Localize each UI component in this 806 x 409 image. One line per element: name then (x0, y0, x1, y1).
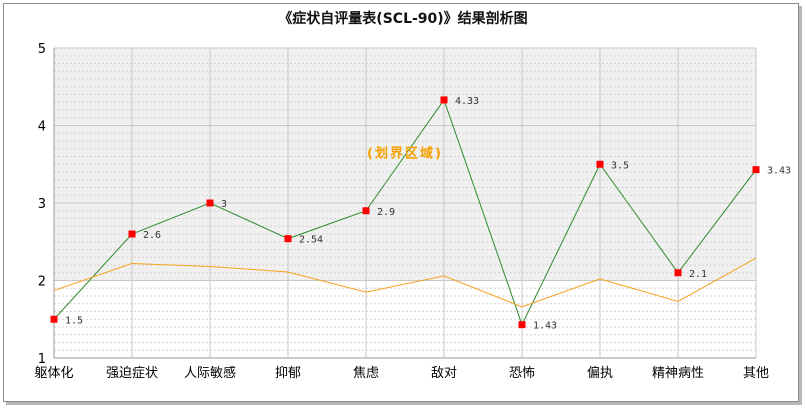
data-label: 3.5 (611, 160, 629, 171)
data-point (596, 160, 604, 168)
data-label: 2.6 (143, 230, 161, 241)
data-point (752, 166, 760, 174)
x-tick-label: 偏执 (587, 366, 613, 381)
x-tick-label: 人际敏感 (184, 365, 236, 381)
x-tick-label: 敌对 (431, 366, 457, 381)
series-lines (53, 98, 757, 326)
y-tick-label: 1 (38, 352, 46, 367)
data-point (50, 315, 58, 323)
data-label: 2.9 (377, 207, 395, 218)
y-tick-label: 5 (38, 42, 46, 57)
band-label: (划界区域) (367, 146, 443, 162)
y-tick-label: 3 (38, 197, 46, 212)
data-label: 1.5 (65, 315, 83, 326)
x-tick-label: 躯体化 (34, 365, 73, 381)
labels: 1 2 3 4 5 躯体化 强迫症状 人际敏感 抑郁 焦虑 敌对 恐怖 偏执 精神病性 其他 (划界区域) 1.… (34, 42, 791, 381)
chart-title: 《症状自评量表(SCL-90)》结果剖析图 (278, 11, 528, 27)
x-tick-label: 恐怖 (509, 365, 535, 381)
series-line-2 (53, 257, 757, 308)
data-label: 2.1 (689, 269, 707, 280)
data-label: 4.33 (455, 96, 479, 107)
x-tick-label: 强迫症状 (106, 366, 158, 381)
data-point (440, 96, 448, 104)
data-point (674, 269, 682, 277)
x-tick-label: 其他 (743, 366, 769, 381)
x-tick-label: 焦虑 (353, 366, 379, 381)
x-tick-label: 抑郁 (275, 366, 301, 381)
x-tick-label: 精神病性 (652, 366, 704, 381)
series-markers (50, 96, 760, 329)
y-tick-label: 4 (38, 120, 46, 135)
data-label: 3 (221, 199, 227, 210)
data-point (518, 321, 526, 329)
data-label: 1.43 (533, 321, 557, 332)
data-label: 3.43 (767, 166, 791, 177)
data-point (206, 199, 214, 207)
data-point (284, 235, 292, 243)
data-point (128, 230, 136, 238)
axes (53, 48, 756, 359)
y-tick-label: 2 (38, 275, 46, 290)
data-point (362, 207, 370, 215)
data-label: 2.54 (299, 235, 323, 246)
series-line-1 (53, 98, 757, 326)
